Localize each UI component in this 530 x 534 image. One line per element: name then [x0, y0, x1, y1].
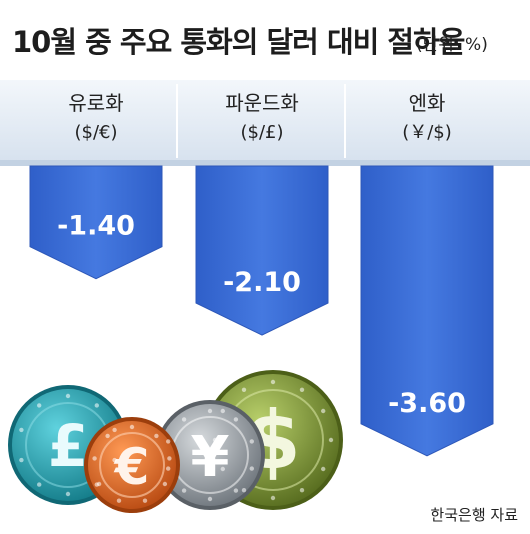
coin-star [270, 379, 276, 385]
coin-star [92, 456, 97, 461]
category-pair-label: (￥/$) [402, 122, 452, 143]
euro-symbol: € [114, 438, 150, 496]
coin-star [116, 498, 122, 503]
category-label: 파운드화 [225, 91, 299, 115]
value-label: -3.60 [388, 388, 466, 419]
coin-star [65, 393, 71, 399]
coin-star [220, 408, 225, 414]
coin-star [129, 424, 135, 430]
coin-star [249, 439, 254, 444]
bars-group [29, 165, 494, 457]
category-pair-label: ($/€) [74, 122, 117, 143]
header-band [0, 80, 530, 164]
coin-star [212, 437, 218, 443]
coin-star [37, 403, 42, 408]
coin-star [233, 488, 239, 493]
coin-star [112, 427, 117, 433]
coin-star [94, 403, 100, 408]
coin-star [207, 408, 213, 414]
coin-star [166, 466, 171, 471]
source-label: 한국은행 자료 [430, 506, 518, 524]
yen-symbol: ¥ [191, 425, 230, 490]
coin-star [181, 417, 187, 422]
coin-star [321, 408, 326, 414]
coin-star [241, 387, 247, 392]
value-label: -2.10 [223, 267, 301, 298]
bar [29, 165, 163, 280]
coin-star [105, 433, 110, 439]
coin-star [37, 482, 42, 487]
coin-star [112, 457, 117, 463]
coin-star [328, 437, 334, 443]
category-labels: 유로화 ($/€) 파운드화 ($/£) 엔화 (￥/$) [68, 91, 451, 143]
header-band-shadow [0, 160, 530, 166]
coin-star [162, 481, 168, 487]
coin-star [299, 387, 305, 392]
category-label: 엔화 [409, 91, 446, 115]
category-label: 유로화 [68, 91, 123, 115]
coin-star [321, 466, 326, 472]
coin-star [249, 466, 254, 471]
coin-star [19, 427, 24, 433]
coin-star [166, 439, 171, 444]
coin-star [233, 417, 239, 422]
coin-star [142, 498, 148, 503]
yen-coin: ¥ [155, 400, 265, 510]
coin-star [19, 457, 24, 463]
pound-symbol: £ [48, 412, 88, 480]
bar [360, 165, 494, 457]
coin-star [270, 495, 276, 501]
coin-star [65, 491, 71, 497]
coin-stars [19, 379, 334, 503]
coins-illustration: £ $ ¥ € [8, 370, 343, 513]
coin-star [241, 488, 247, 493]
coin-star [96, 481, 102, 487]
coin-star [220, 466, 225, 472]
value-labels: -1.40 -2.10 -3.60 [57, 211, 466, 419]
coin-star [181, 488, 187, 493]
bar [195, 165, 329, 336]
value-label: -1.40 [57, 211, 135, 242]
coin-star [299, 488, 305, 493]
euro-coin: € [84, 417, 180, 513]
category-pair-label: ($/£) [240, 122, 283, 143]
coin-star [207, 496, 213, 502]
unit-label: (단위: %) [416, 35, 488, 55]
coin-star [167, 456, 172, 461]
coin-star [154, 433, 159, 439]
chart-title: 10월 중 주요 통화의 달러 대비 절하율 [12, 25, 465, 59]
